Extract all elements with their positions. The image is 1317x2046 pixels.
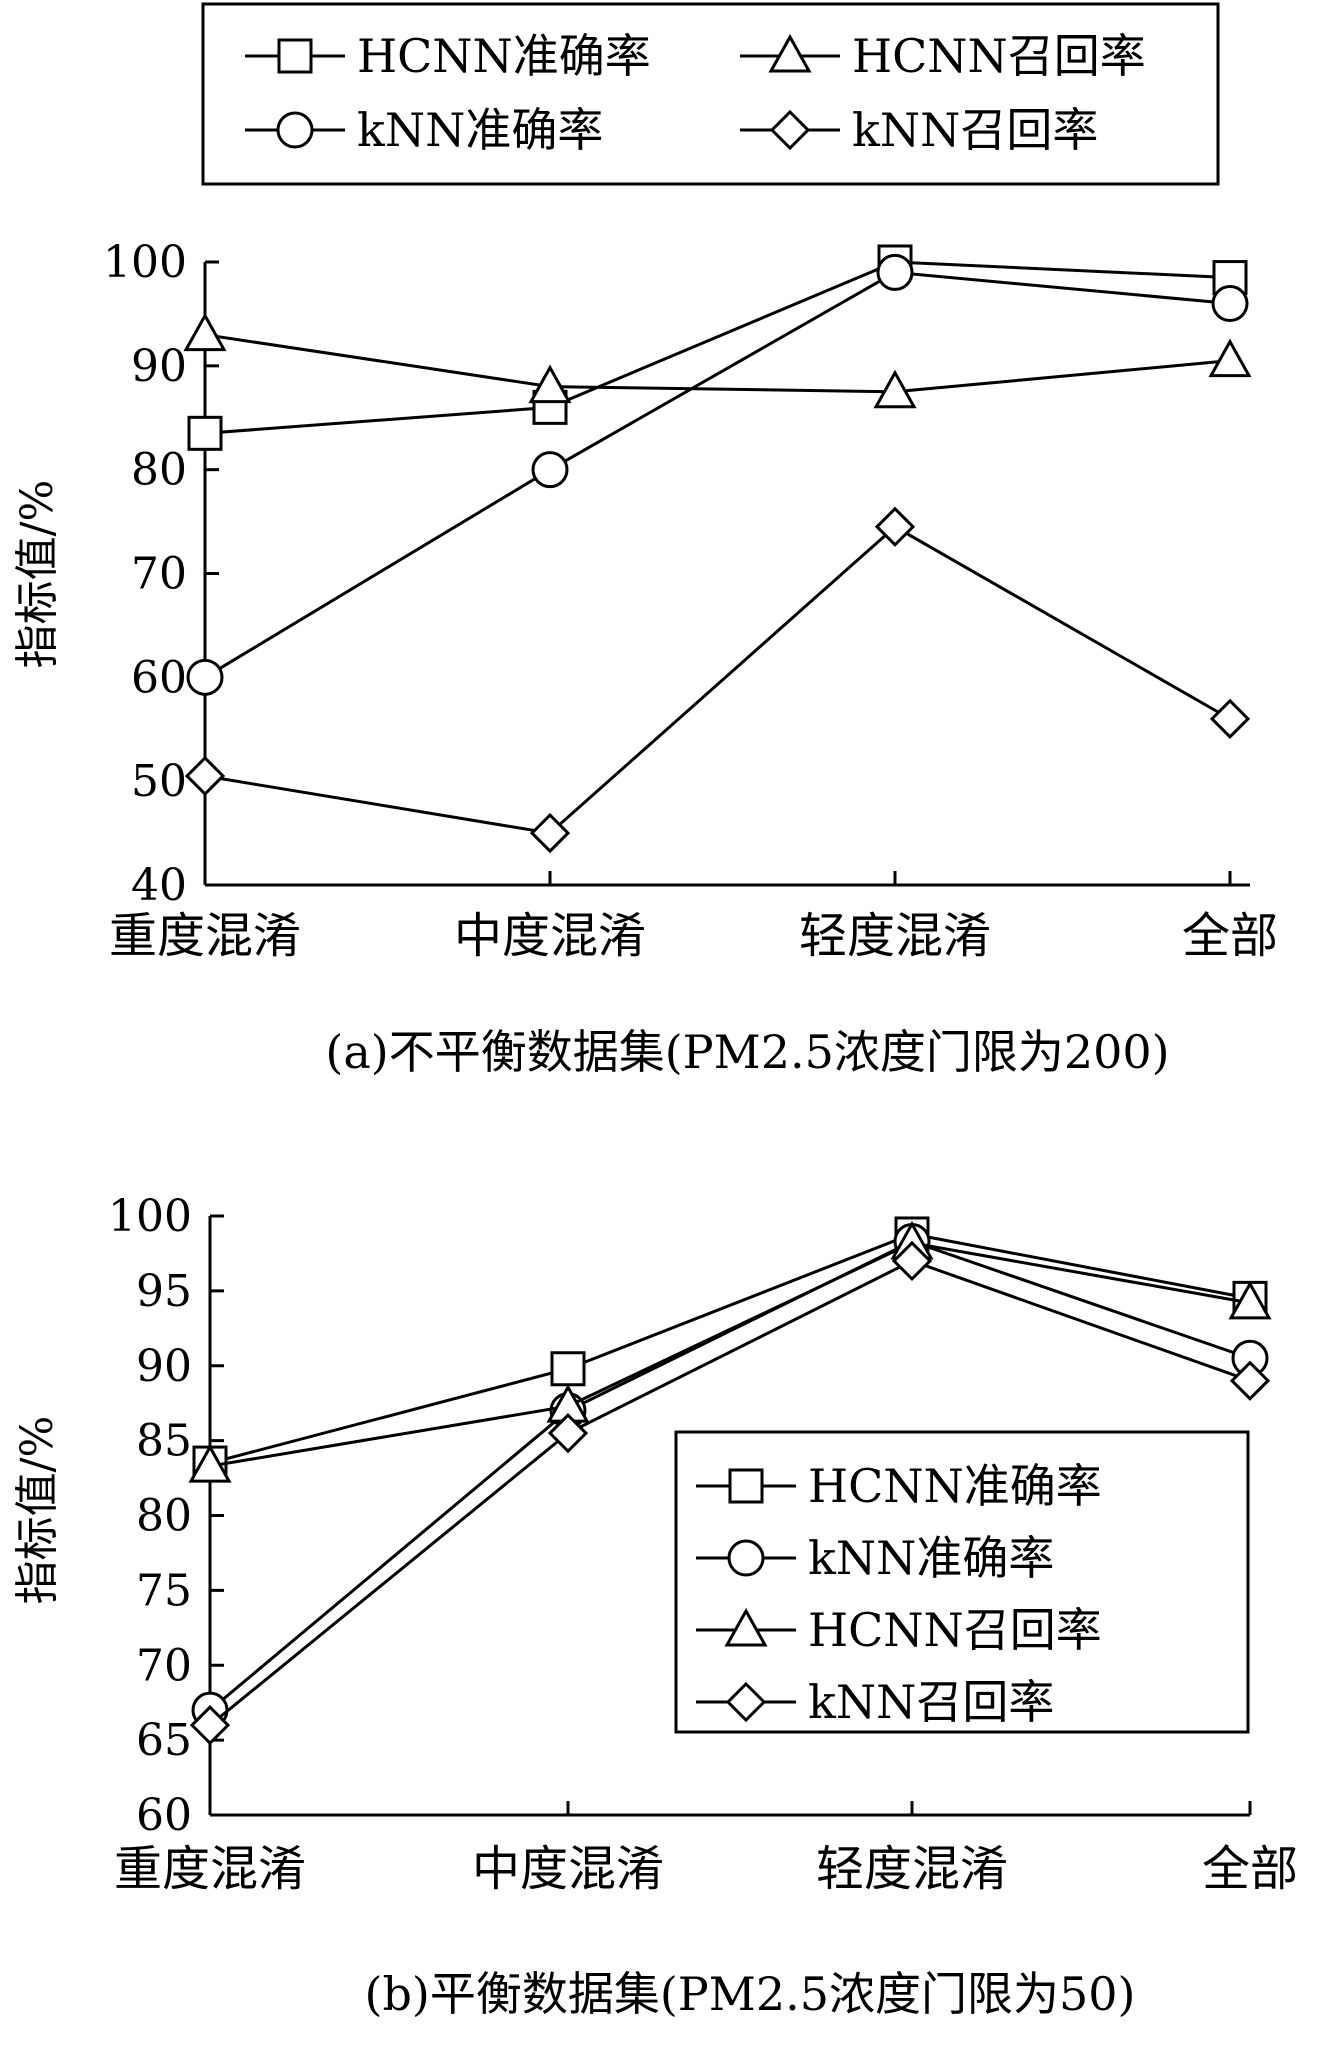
data-point [184,755,226,797]
data-point [186,658,224,696]
y-tick-label: 90 [136,1341,192,1392]
series-1 [183,312,1252,409]
legend: HCNN准确率 kNN准确率 HCNN召回率 kNN召回率 [674,1430,1250,1734]
y-tick-label: 85 [136,1416,192,1467]
legend-marker [725,1681,767,1723]
legend-label: HCNN准确率 [357,29,651,83]
legend-entry: kNN召回率 [696,1675,1054,1729]
legend-label: kNN召回率 [808,1675,1054,1729]
chart-caption: (b)平衡数据集(PM2.5浓度门限为50) [365,1967,1136,2021]
series-line [204,270,1231,679]
data-point [189,1705,231,1746]
legend-marker [724,1607,768,1647]
legend-label: HCNN准确率 [808,1459,1102,1513]
y-tick-label: 90 [131,341,187,392]
legend-label: kNN准确率 [357,103,603,157]
data-point [550,1351,586,1387]
y-tick-label: 60 [131,652,187,703]
y-tick-label: 95 [136,1266,192,1317]
legend-entry: HCNN召回率 [740,29,1146,83]
y-tick-label: 40 [131,860,187,911]
legend-entry: HCNN准确率 [245,29,651,83]
x-category-label: 重度混淆 [114,1841,306,1897]
y-tick-label: 70 [131,549,187,600]
series-3 [189,1240,1271,1746]
legend-entry: HCNN召回率 [696,1603,1102,1657]
chart-a: 40 50 60 70 80 90 100 重度混淆 中度混淆 轻度混淆 全部 指标值/% (a)不平衡… [12,2,1278,1079]
y-axis-label: 指标值/% [12,480,63,669]
data-point [183,312,227,352]
data-point [1209,698,1251,739]
x-category-label: 轻度混淆 [799,908,991,964]
x-category-label: 中度混淆 [472,1841,664,1897]
series-2 [186,253,1249,696]
series-line [204,524,1231,835]
legend-entry: kNN准确率 [245,103,603,157]
series-line [204,333,1231,394]
series-0 [187,244,1248,451]
legend-entry: HCNN准确率 [696,1459,1102,1513]
legend-label: HCNN召回率 [808,1603,1102,1657]
y-tick-label: 65 [136,1715,192,1766]
y-tick-label: 50 [131,756,187,807]
chart-caption: (a)不平衡数据集(PM2.5浓度门限为200) [325,1025,1169,1079]
y-tick-label: 75 [136,1565,192,1616]
x-category-label: 重度混淆 [109,908,301,964]
legend-label: kNN准确率 [808,1531,1054,1585]
y-tick-label: 100 [108,1191,192,1242]
y-tick-label: 80 [136,1491,192,1542]
series-line [209,1232,1251,1465]
chart-b: 60 65 70 75 80 85 90 95 100 重度混淆 中度混淆 轻度混淆 全部 指标值/% (b… [12,1191,1298,2021]
data-point [187,415,223,451]
legend-marker [727,1539,765,1577]
y-tick-label: 80 [131,445,187,496]
series-3 [184,506,1251,854]
data-point [188,1444,232,1483]
series-line [204,260,1231,435]
data-point [1229,1360,1271,1401]
legend-label: HCNN召回率 [852,29,1146,83]
legend: HCNN准确率 HCNN召回率 kNN准确率 kNN召回率 [201,2,1220,186]
data-point [1211,285,1249,323]
y-tick-label: 100 [103,237,187,288]
x-category-label: 中度混淆 [454,908,646,964]
series-line [209,1259,1251,1727]
series-line [209,1241,1251,1468]
data-point [547,1413,589,1454]
data-point [1208,338,1252,378]
data-point [531,451,569,489]
x-category-label: 全部 [1182,908,1278,964]
legend-marker [277,38,313,74]
legend-box [201,2,1220,186]
data-point [873,369,917,409]
legend-box [674,1430,1250,1734]
legend-entry: kNN召回率 [740,103,1098,157]
x-category-label: 全部 [1202,1841,1298,1897]
data-point [876,253,914,291]
data-point [891,1240,933,1282]
legend-marker [728,1468,764,1504]
legend-label: kNN召回率 [852,103,1098,157]
data-point [874,506,916,547]
legend-marker [276,111,314,149]
data-point [1228,1280,1272,1320]
legend-marker [768,33,812,73]
legend-entry: kNN准确率 [696,1531,1054,1585]
y-tick-label: 70 [136,1640,192,1691]
data-point [528,364,572,404]
y-axis-label: 指标值/% [12,1416,63,1605]
y-tick-label: 60 [136,1790,192,1841]
x-category-label: 轻度混淆 [816,1841,1008,1897]
legend-marker [769,109,811,151]
data-point [529,812,571,854]
